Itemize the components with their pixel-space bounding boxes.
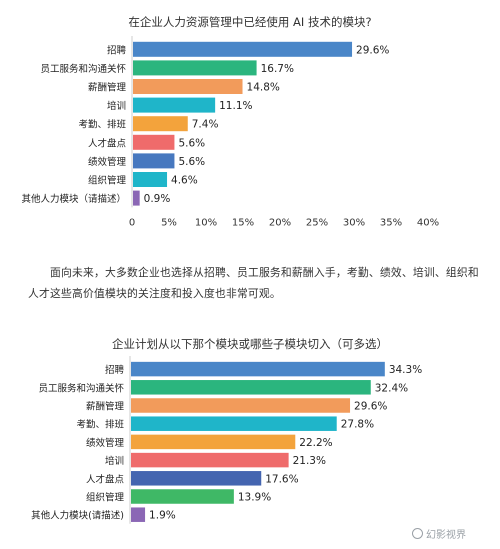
category-label: 组织管理 [88,175,127,187]
category-label: 员工服务和沟通关怀 [38,382,124,394]
x-tick-label: 15% [232,217,254,228]
bar [131,361,385,377]
data-label: 0.9% [144,193,171,205]
chart-1: 招聘 29.6% 员工服务和沟通关怀 16.7% 薪酬管理 14.8% 培训 11.1% 考勤、… [21,36,439,228]
bar [133,79,243,94]
bar [131,380,371,395]
chart-1-title: 在企业人力资源管理中已经使用 AI 技术的模块? [128,15,372,29]
body-paragraph: 面向未来，大多数企业也选择从招聘、员工服务和薪酬入手，考勤、绩效、培训、组织和人… [28,266,479,300]
category-label: 人才盘点 [88,137,127,149]
category-label: 考勤、排班 [78,119,126,131]
x-tick-label: 40% [417,217,439,228]
bar [133,97,216,113]
data-label: 1.9% [149,510,176,522]
category-label: 其他人力模块(请描述) [31,510,124,522]
data-label: 34.3% [389,364,422,376]
logo-icon [412,528,423,539]
bar [133,153,175,169]
category-label: 组织管理 [86,492,125,504]
data-label: 32.4% [375,382,408,394]
bar [131,434,296,450]
x-tick-label: 25% [306,217,328,228]
category-label: 薪酬管理 [88,82,127,94]
category-label: 考勤、排班 [76,419,124,431]
category-label: 绩效管理 [86,437,125,449]
data-label: 7.4% [192,119,219,131]
bar [133,190,140,206]
bar [131,507,146,522]
x-tick-label: 20% [269,217,291,228]
data-label: 13.9% [238,492,271,504]
category-label: 员工服务和沟通关怀 [40,63,126,75]
data-label: 4.6% [171,175,198,187]
bar [131,489,234,504]
bar [131,471,262,486]
data-label: 11.1% [219,100,252,112]
chart-2-title: 企业计划从以下那个模块或哪些子模块切入（可多选） [112,337,388,351]
x-tick-label: 10% [195,217,217,228]
category-label: 其他人力模块（请描述） [21,193,126,205]
watermark: 幻影视界 [412,526,466,541]
data-label: 27.8% [341,419,374,431]
category-label: 培训 [105,455,124,467]
category-label: 招聘 [107,44,127,56]
data-label: 29.6% [354,401,387,413]
category-label: 薪酬管理 [86,401,125,413]
data-label: 5.6% [178,156,205,168]
chart-2: 招聘 34.3% 员工服务和沟通关怀 32.4% 薪酬管理 29.6% 考勤、排班 27.8%… [31,356,422,524]
data-label: 29.6% [356,44,389,56]
category-label: 人才盘点 [86,473,125,485]
data-label: 21.3% [293,455,326,467]
x-tick-label: 0 [129,217,135,228]
bar [133,60,257,76]
data-label: 14.8% [247,82,280,94]
x-tick-label: 5% [161,217,177,228]
data-label: 17.6% [265,473,298,485]
category-label: 培训 [107,100,126,112]
bar [131,452,289,468]
category-label: 绩效管理 [88,156,127,168]
bar [133,172,168,187]
x-tick-label: 30% [343,217,365,228]
watermark-text: 幻影视界 [426,530,466,541]
bar [131,416,337,431]
data-label: 5.6% [178,137,205,149]
bar [131,398,351,413]
data-label: 16.7% [261,63,294,75]
bar [133,134,175,150]
data-label: 22.2% [299,437,332,449]
x-tick-label: 35% [380,217,402,228]
bar [133,41,353,57]
bar [133,116,188,132]
category-label: 招聘 [105,364,125,376]
